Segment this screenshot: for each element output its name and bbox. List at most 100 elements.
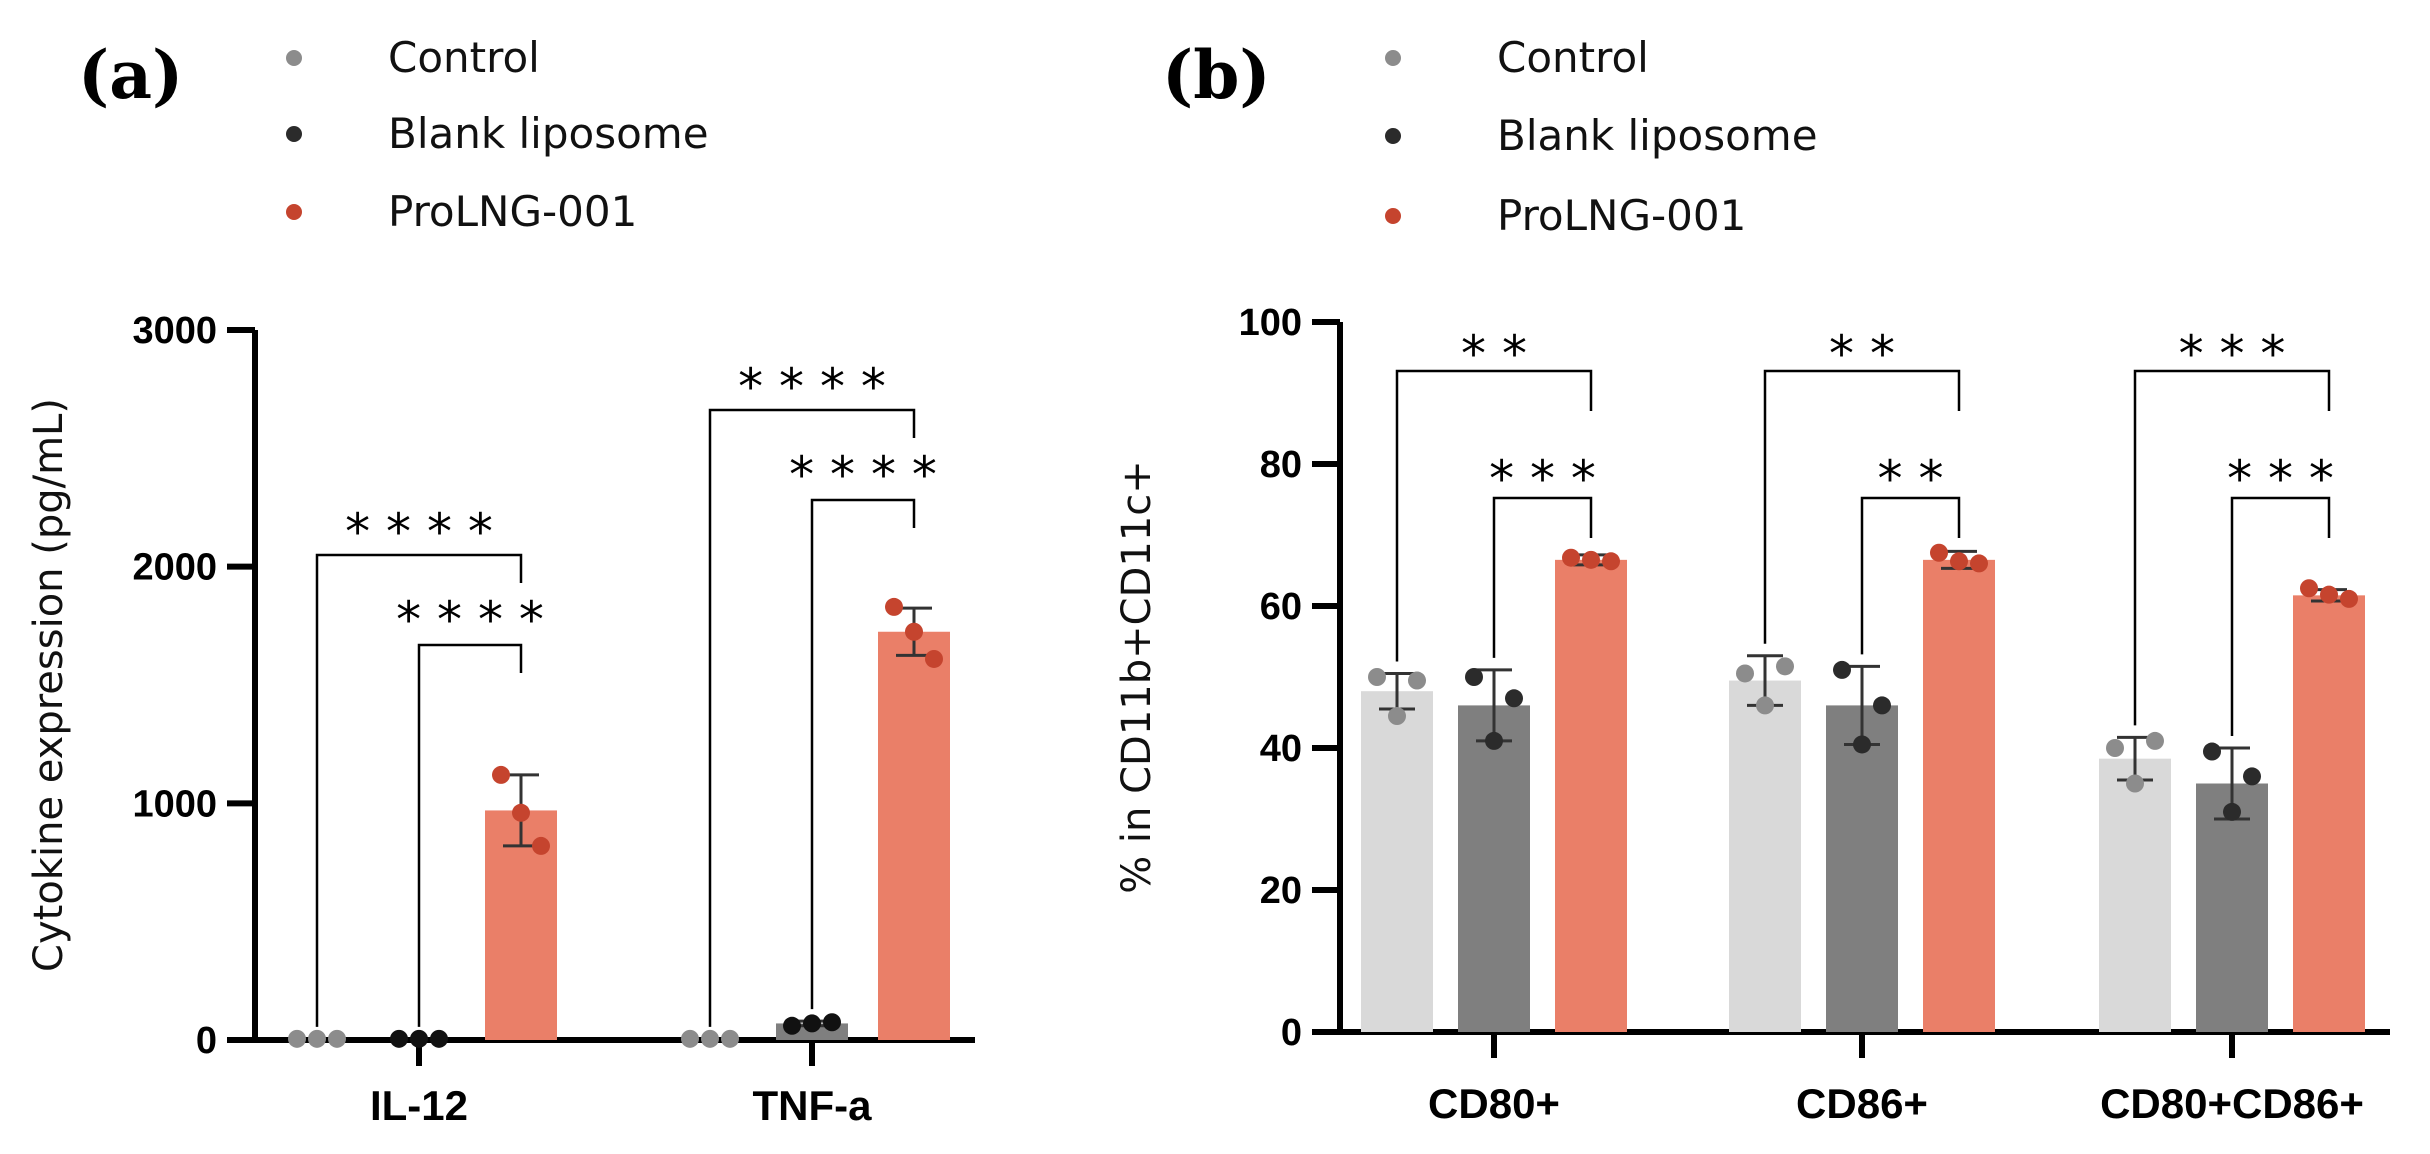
significance-stars: * * * *: [738, 358, 886, 416]
data-point: [823, 1013, 841, 1032]
data-point: [783, 1016, 801, 1035]
data-point: [2146, 731, 2164, 750]
data-point: [410, 1029, 428, 1048]
data-point: [2340, 589, 2358, 608]
significance-stars: * * *: [1489, 450, 1596, 508]
data-point: [681, 1029, 699, 1048]
legend-label: Control: [1497, 33, 1649, 82]
bar: [1555, 559, 1627, 1032]
data-point: [328, 1029, 346, 1048]
legend-marker: [286, 204, 302, 220]
data-point: [1736, 664, 1754, 683]
panel-label: (b): [1162, 36, 1271, 114]
data-point: [2243, 767, 2261, 786]
legend-marker: [1385, 50, 1401, 66]
data-point: [1930, 543, 1948, 562]
data-point: [288, 1029, 306, 1048]
y-tick-label: 2000: [132, 547, 217, 589]
y-tick-label: 1000: [132, 783, 217, 825]
data-point: [721, 1029, 739, 1048]
y-axis-label: % in CD11b+CD11c+: [1114, 460, 1160, 894]
legend-label: Control: [388, 33, 540, 82]
significance-bracket: [1763, 369, 1961, 644]
significance-bracket: [2133, 369, 2331, 726]
legend-label: ProLNG-001: [388, 187, 637, 236]
significance-stars: * * * *: [396, 591, 544, 649]
data-point: [1465, 668, 1483, 686]
data-point: [1408, 671, 1426, 690]
data-point: [1853, 735, 1871, 754]
data-point: [492, 765, 510, 784]
y-tick-label: 100: [1239, 302, 1302, 344]
data-point: [2126, 774, 2144, 793]
legend-marker: [286, 50, 302, 66]
significance-bracket: [708, 408, 916, 1027]
data-point: [1505, 689, 1523, 708]
significance-stars: * * *: [2227, 450, 2334, 508]
data-point: [390, 1029, 408, 1048]
bar: [2099, 758, 2171, 1032]
significance-bracket: [417, 643, 523, 1027]
data-point: [1485, 731, 1503, 750]
data-point: [885, 597, 903, 616]
bar: [878, 631, 950, 1040]
significance-stars: * *: [1461, 325, 1527, 383]
data-point: [1970, 554, 1988, 573]
bar: [1729, 680, 1801, 1032]
y-tick-label: 60: [1260, 586, 1302, 628]
x-tick-label: CD80+: [1428, 1080, 1560, 1127]
significance-bracket: [1492, 496, 1593, 658]
panel-label: (a): [78, 36, 183, 114]
x-tick-label: CD86+: [1796, 1080, 1928, 1127]
legend-marker: [286, 126, 302, 142]
data-point: [2106, 739, 2124, 757]
y-tick-label: 40: [1260, 728, 1302, 770]
significance-stars: * * * *: [789, 446, 937, 504]
bar: [2293, 595, 2365, 1032]
data-point: [1602, 552, 1620, 571]
data-point: [1582, 550, 1600, 569]
y-tick-label: 0: [1281, 1012, 1302, 1054]
data-point: [1776, 657, 1794, 676]
data-point: [803, 1014, 821, 1033]
data-point: [1756, 696, 1774, 715]
significance-bracket: [315, 553, 523, 1027]
significance-stars: * * * *: [345, 503, 493, 561]
data-point: [701, 1029, 719, 1048]
data-point: [2203, 742, 2221, 761]
significance-bracket: [1860, 496, 1961, 655]
y-tick-label: 80: [1260, 444, 1302, 486]
chart-panel-a: (a) Control Blank liposome ProLNG-001 0 1000 2…: [26, 33, 975, 1129]
y-tick-label: 3000: [132, 310, 217, 352]
significance-bracket: [1395, 369, 1593, 662]
legend-label: ProLNG-001: [1497, 191, 1746, 240]
y-axis-label: Cytokine expression (pg/mL): [26, 398, 72, 972]
significance-stars: * *: [1829, 325, 1895, 383]
legend-label: Blank liposome: [388, 109, 709, 158]
x-tick-label: TNF-a: [753, 1082, 873, 1129]
significance-bracket: [2230, 496, 2331, 736]
data-point: [905, 622, 923, 641]
legend-marker: [1385, 128, 1401, 144]
x-tick-label: IL-12: [370, 1082, 468, 1129]
y-tick-label: 20: [1260, 870, 1302, 912]
significance-bracket: [810, 498, 916, 1010]
x-tick-label: CD80+CD86+: [2100, 1080, 2364, 1127]
data-point: [2300, 579, 2318, 598]
bar: [2196, 783, 2268, 1032]
bar: [1826, 705, 1898, 1032]
data-point: [1368, 668, 1386, 686]
data-point: [1950, 552, 1968, 571]
data-point: [1562, 548, 1580, 567]
data-point: [1388, 707, 1406, 726]
data-point: [2223, 802, 2241, 821]
bar: [1458, 705, 1530, 1032]
data-point: [925, 649, 943, 668]
significance-stars: * * *: [2179, 325, 2286, 383]
significance-stars: * *: [1878, 450, 1944, 508]
data-point: [308, 1029, 326, 1048]
data-point: [532, 836, 550, 855]
data-point: [512, 803, 530, 822]
data-point: [2320, 585, 2338, 604]
